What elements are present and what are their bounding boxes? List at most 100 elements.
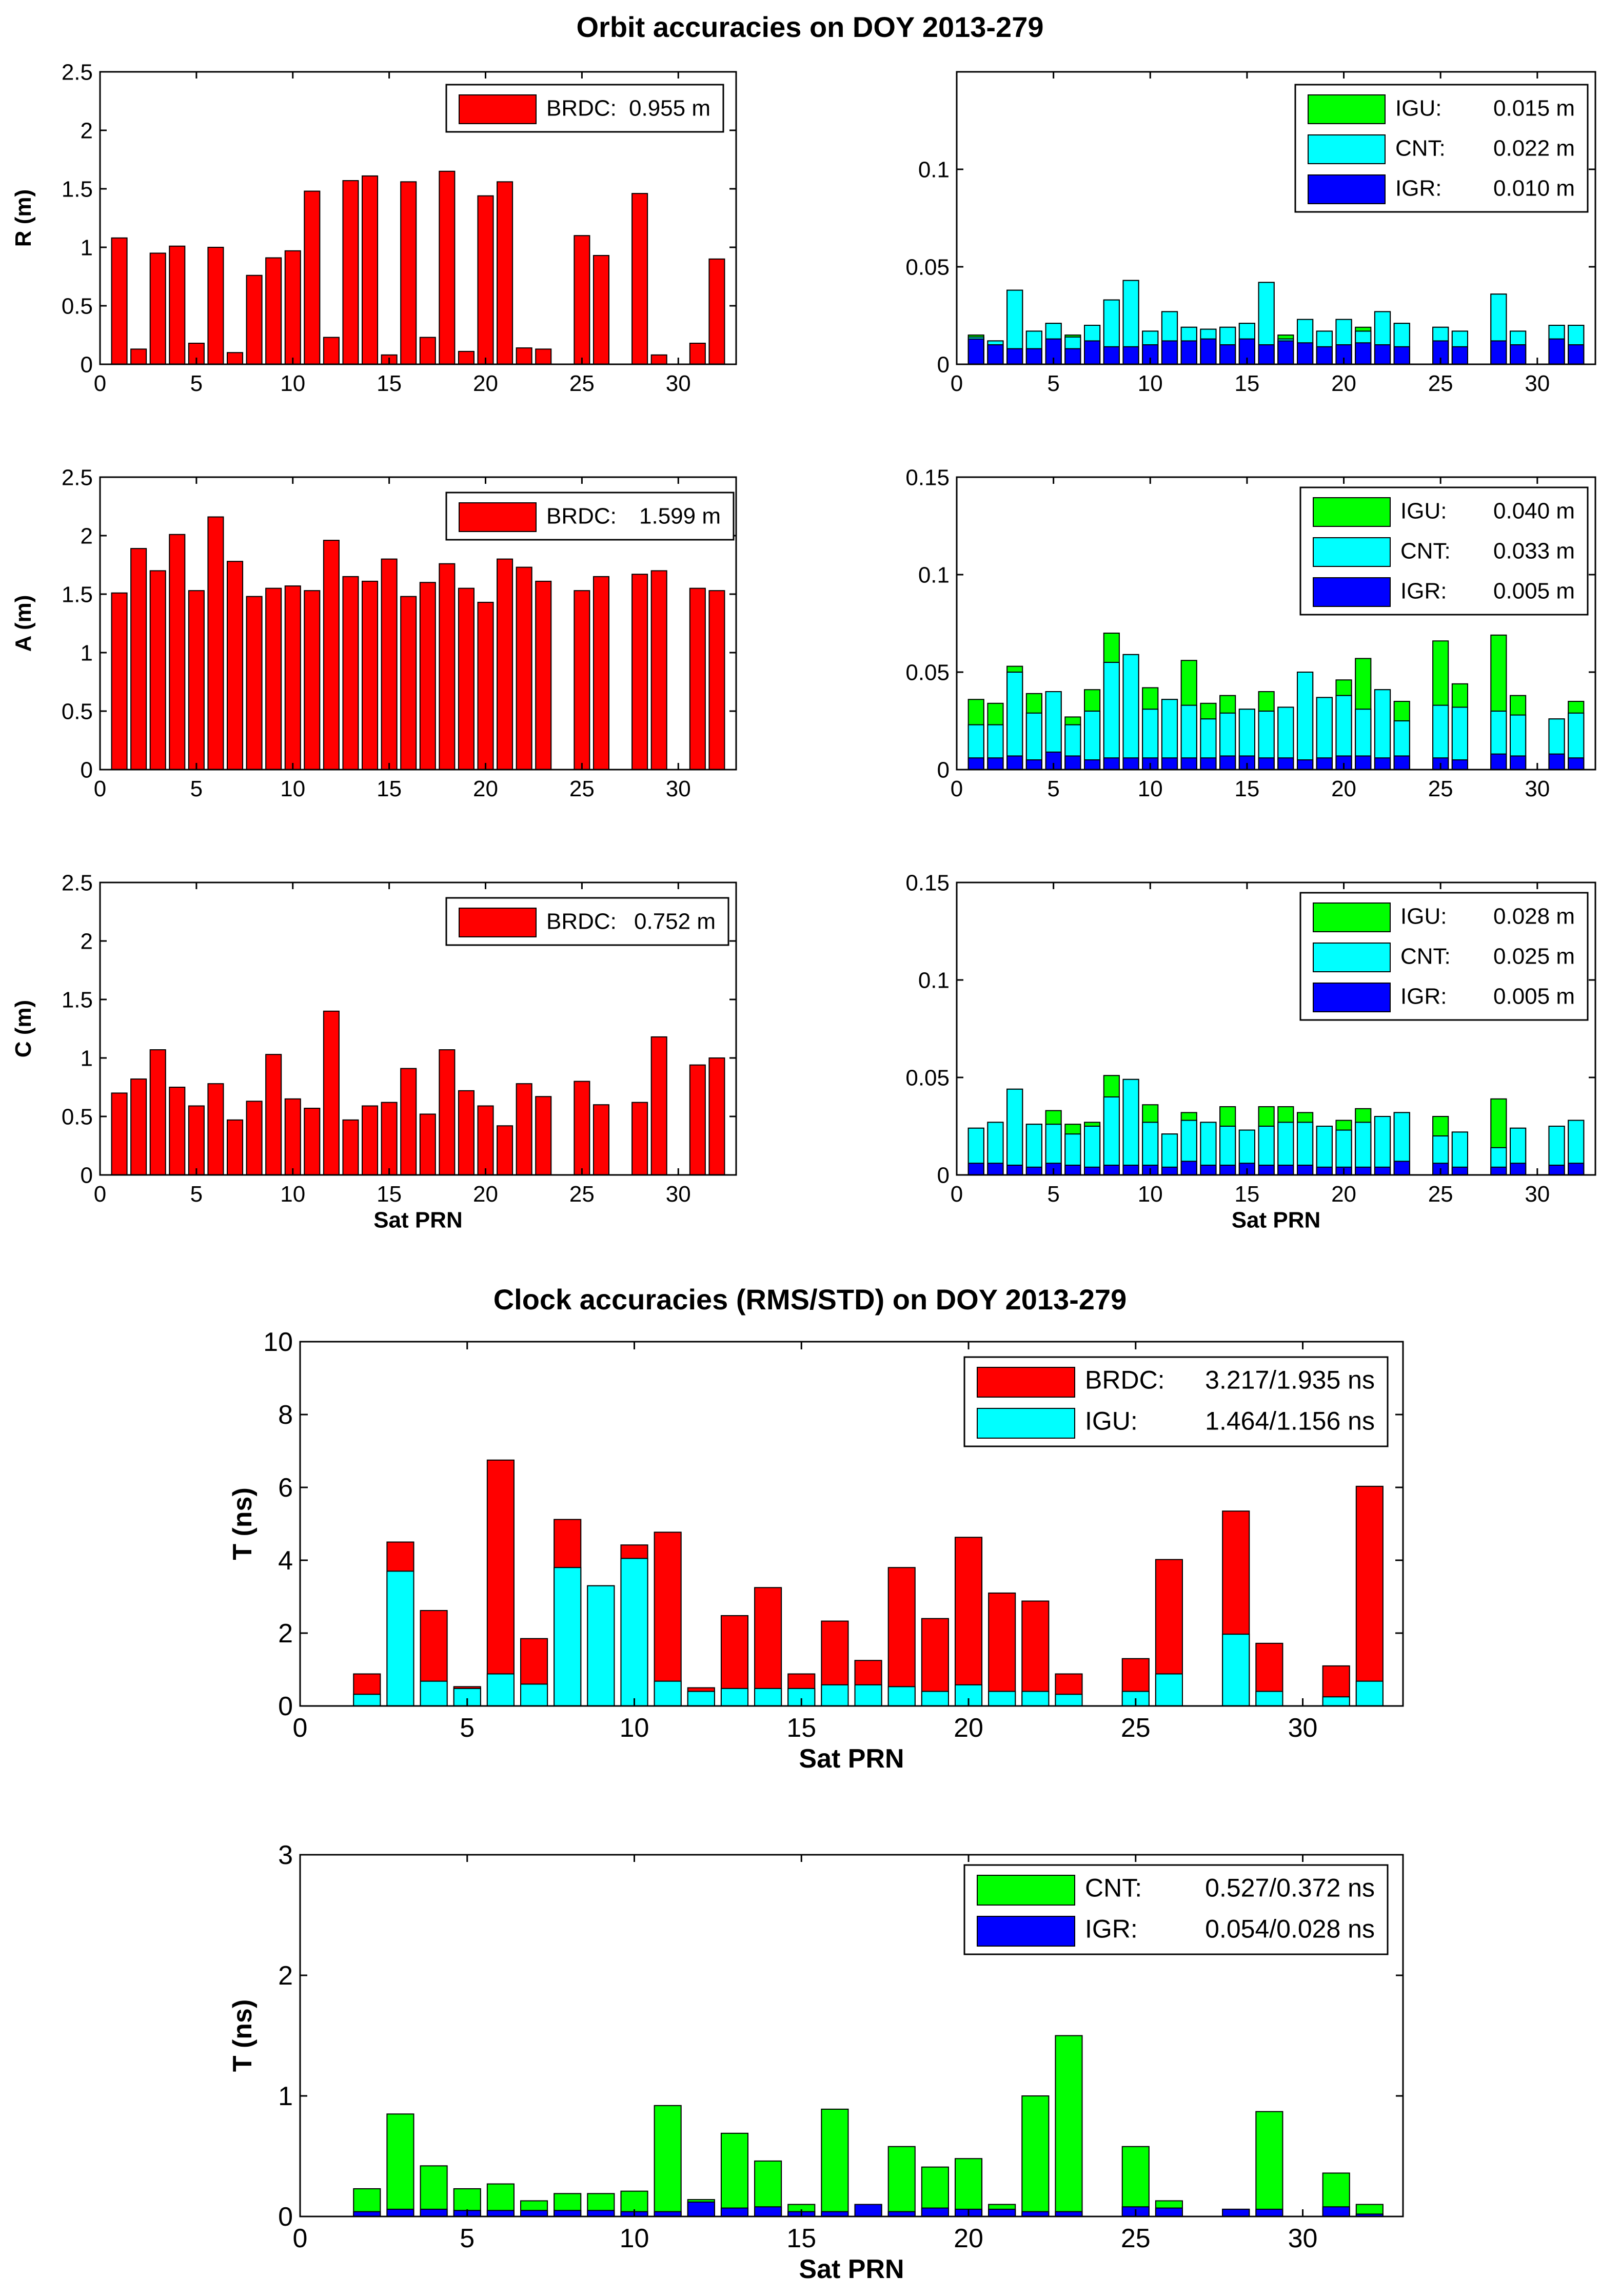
- A_brdc-ytick-label: 0.5: [62, 699, 93, 724]
- C_brdc-xtick-label: 30: [666, 1182, 691, 1207]
- C_brdc-bar-brdc-prn-20: [477, 1105, 494, 1175]
- T_cnt_igr-ytick-label: 3: [278, 1840, 293, 1870]
- R_prod-xtick-label: 20: [1331, 371, 1356, 396]
- A_prod-bar-igr-prn-6: [1064, 755, 1081, 771]
- C_brdc-bar-brdc-prn-25: [574, 1081, 590, 1176]
- A_prod-bar-igr-prn-17: [1277, 757, 1294, 770]
- R_brdc-ytick-label: 1: [81, 235, 93, 260]
- R_brdc-bar-brdc-prn-32: [708, 258, 725, 365]
- orbit-title: Orbit accuracies on DOY 2013-279: [576, 11, 1044, 43]
- C_brdc-bar-brdc-prn-8: [246, 1101, 263, 1176]
- R_brdc-bar-brdc-prn-8: [246, 274, 263, 365]
- A_prod-bar-igr-prn-14: [1219, 755, 1236, 771]
- C_prod-bar-igr-prn-32: [1568, 1163, 1585, 1175]
- A_prod-bar-igr-prn-28: [1490, 753, 1507, 770]
- C_brdc-ylabel: C (m): [11, 1000, 36, 1057]
- C_prod-ytick-label: 0.15: [905, 870, 950, 895]
- R_brdc-ytick-label: 0.5: [62, 293, 93, 319]
- T_cnt_igr-legend-value: 0.054/0.028 ns: [1205, 1915, 1375, 1944]
- A_brdc-bar-brdc-prn-2: [130, 548, 147, 770]
- C_prod-legend-value: 0.028 m: [1493, 904, 1575, 929]
- T_brdc_igu-bar-igu-prn-10: [620, 1558, 648, 1706]
- T_brdc_igu-bar-brdc-prn-6: [486, 1459, 515, 1706]
- T_cnt_igr-ylabel: T (ns): [228, 1999, 258, 2072]
- R_prod-xtick-label: 25: [1428, 371, 1453, 396]
- T_brdc_igu-bar-igu-prn-20: [954, 1684, 983, 1707]
- C_prod-bar-igr-prn-29: [1510, 1163, 1527, 1175]
- T_cnt_igr-legend-swatch-igr: [977, 1916, 1075, 1947]
- A_brdc-bar-brdc-prn-3: [149, 570, 166, 771]
- R_brdc-bar-brdc-prn-4: [169, 245, 186, 365]
- C_prod-bar-cnt-prn-21: [1355, 1122, 1372, 1175]
- A_prod-legend-name: CNT:: [1400, 538, 1451, 563]
- R_brdc-xtick-label: 0: [94, 371, 106, 396]
- R_prod-bar-igr-prn-7: [1084, 340, 1101, 365]
- T_cnt_igr-bar-igr-prn-9: [587, 2210, 615, 2217]
- T_brdc_igu-bar-igu-prn-18: [887, 1686, 916, 1707]
- A_prod-bar-igr-prn-18: [1297, 759, 1314, 770]
- R_prod-legend-value: 0.015 m: [1493, 95, 1575, 121]
- T_brdc_igu-ytick-label: 10: [263, 1327, 293, 1357]
- A_brdc-bar-brdc-prn-11: [304, 590, 321, 771]
- A_prod-bar-igr-prn-7: [1084, 759, 1101, 770]
- C_brdc-bar-brdc-prn-9: [265, 1054, 282, 1175]
- T_cnt_igr-bar-igr-prn-14: [754, 2206, 782, 2217]
- T_cnt_igr-bar-cnt-prn-22: [1021, 2095, 1050, 2217]
- R_prod-bar-igr-prn-29: [1510, 344, 1527, 365]
- C_brdc-bar-brdc-prn-4: [169, 1087, 186, 1175]
- R_prod-ytick-label: 0: [937, 352, 950, 377]
- R_brdc-bar-brdc-prn-1: [111, 237, 128, 365]
- R_brdc-xtick-label: 30: [666, 371, 691, 396]
- T_brdc_igu-bar-igu-prn-13: [720, 1687, 749, 1706]
- A_prod-bar-igr-prn-26: [1451, 759, 1468, 770]
- T_cnt_igr-bar-igr-prn-3: [386, 2208, 414, 2217]
- A_prod-bar-igr-prn-2: [987, 757, 1004, 770]
- C_brdc-bar-brdc-prn-12: [323, 1010, 340, 1176]
- C_brdc-ytick-label: 1.5: [62, 987, 93, 1012]
- T_cnt_igr-bar-cnt-prn-11: [654, 2105, 682, 2217]
- T_cnt_igr-bar-igr-prn-31: [1322, 2206, 1350, 2217]
- R_brdc-bar-brdc-prn-31: [689, 342, 706, 365]
- R_prod-bar-igr-prn-8: [1103, 346, 1120, 365]
- T_brdc_igu-bar-brdc-prn-18: [887, 1567, 916, 1706]
- T_brdc_igu-ytick-label: 4: [278, 1546, 293, 1576]
- T_brdc_igu-bar-igu-prn-9: [587, 1585, 615, 1706]
- C_brdc-bar-brdc-prn-16: [400, 1068, 417, 1176]
- T_cnt_igr-ytick-label: 2: [278, 1961, 293, 1991]
- T_cnt_igr-xtick-label: 5: [460, 2224, 475, 2253]
- C_prod-bar-igr-prn-18: [1297, 1165, 1314, 1175]
- C_brdc-bar-brdc-prn-23: [535, 1096, 552, 1175]
- T_brdc_igu-bar-igu-prn-26: [1155, 1673, 1183, 1707]
- C_brdc-bar-brdc-prn-3: [149, 1049, 166, 1176]
- T_brdc_igu-ytick-label: 6: [278, 1473, 293, 1503]
- T_cnt_igr-bar-cnt-prn-3: [386, 2113, 414, 2217]
- C_brdc-bar-brdc-prn-1: [111, 1092, 128, 1175]
- T_brdc_igu-xlabel: Sat PRN: [799, 1744, 904, 1774]
- T_cnt_igr-xtick-label: 20: [954, 2224, 983, 2253]
- T_brdc_igu-bar-igu-prn-8: [554, 1567, 582, 1706]
- C_prod-xlabel: Sat PRN: [1232, 1208, 1321, 1233]
- T_cnt_igr-xtick-label: 30: [1288, 2224, 1318, 2253]
- A_brdc-xtick-label: 10: [280, 776, 305, 801]
- A_brdc-plot-border: [99, 476, 737, 771]
- R_prod-xtick-label: 30: [1525, 371, 1550, 396]
- A_prod-bar-cnt-prn-18: [1297, 672, 1314, 770]
- A_brdc-legend-swatch-brdc: [459, 502, 537, 532]
- R_prod-legend-swatch-igr: [1308, 174, 1386, 204]
- A_prod-xtick-label: 0: [951, 776, 963, 801]
- A_brdc-bar-brdc-prn-26: [592, 576, 610, 771]
- A_prod-ytick-label: 0: [937, 757, 950, 782]
- T_cnt_igr-bar-igr-prn-13: [720, 2207, 749, 2217]
- T_cnt_igr-bar-cnt-prn-23: [1055, 2035, 1083, 2217]
- A_prod-xtick-label: 10: [1138, 776, 1163, 801]
- R_prod-xtick-label: 5: [1047, 371, 1059, 396]
- T_cnt_igr-xtick-label: 15: [786, 2224, 816, 2253]
- R_prod-legend-name: CNT:: [1395, 135, 1446, 161]
- R_prod-bar-igr-prn-6: [1064, 348, 1081, 365]
- T_brdc_igu-xtick-label: 25: [1121, 1713, 1151, 1743]
- T_brdc_igu-bar-brdc-prn-11: [654, 1532, 682, 1707]
- R_prod-bar-igr-prn-17: [1277, 340, 1294, 365]
- A_prod-xtick-label: 5: [1047, 776, 1059, 801]
- C_brdc-bar-brdc-prn-13: [342, 1119, 359, 1176]
